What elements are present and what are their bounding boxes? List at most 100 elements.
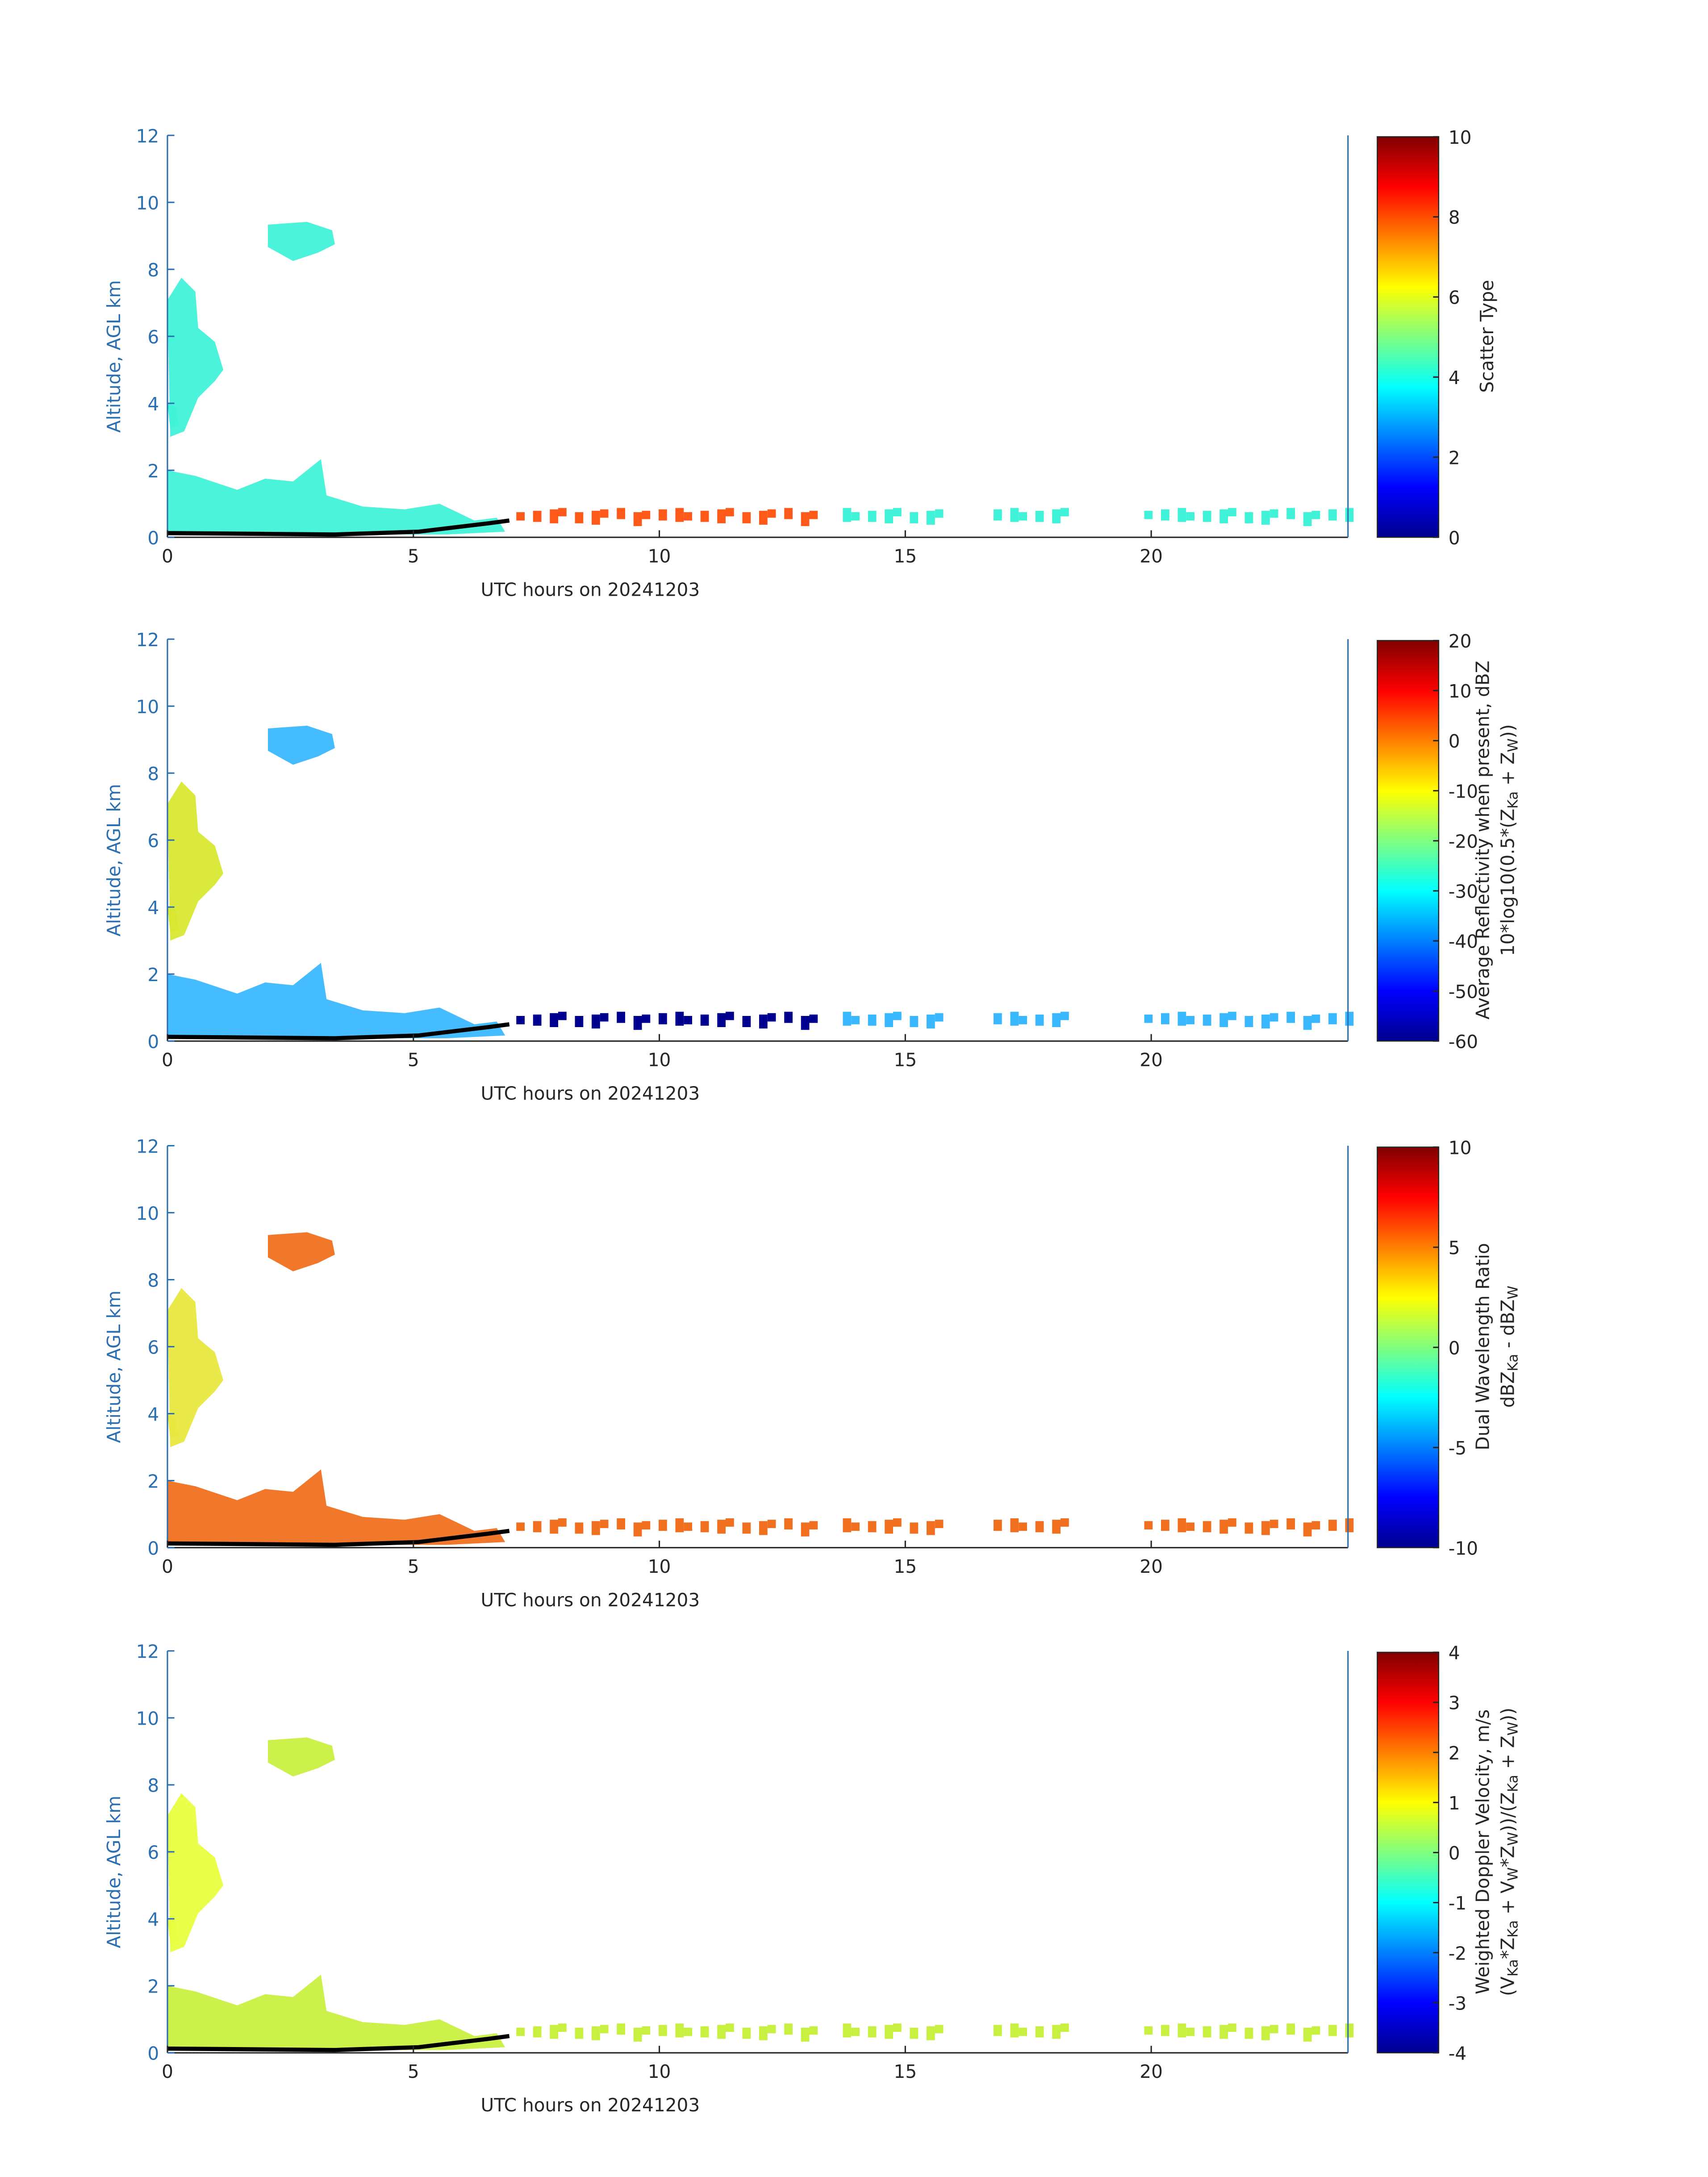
surface-line xyxy=(167,1529,510,1547)
echo xyxy=(167,963,505,1038)
echo xyxy=(617,1518,625,1529)
echo xyxy=(1061,2023,1069,2032)
echo xyxy=(927,1014,935,1029)
x-tick-label: 5 xyxy=(408,545,419,567)
y-tick-label: 6 xyxy=(147,326,159,348)
echo xyxy=(1186,1016,1194,1024)
colorbar-label-part: Average Reflectivity when present, dBZ xyxy=(1472,660,1493,1020)
echo xyxy=(1161,1013,1169,1024)
echo xyxy=(592,2026,600,2040)
echo xyxy=(1303,2027,1312,2042)
echo xyxy=(1203,2026,1211,2038)
echo xyxy=(592,1521,600,1535)
echo xyxy=(1052,1520,1061,1534)
echo xyxy=(1228,508,1236,517)
echo xyxy=(1161,2025,1169,2036)
surface-line xyxy=(167,1022,510,1040)
echo xyxy=(633,512,642,526)
colorbar-label-part: Ka xyxy=(1505,1959,1521,1976)
echo xyxy=(592,1014,600,1029)
x-tick-label: 0 xyxy=(162,2061,173,2082)
echo xyxy=(1061,508,1069,517)
echo xyxy=(1270,2025,1278,2034)
echo xyxy=(851,1016,860,1024)
echo xyxy=(1010,1011,1019,1026)
echo xyxy=(1261,1014,1270,1029)
echo xyxy=(1328,1013,1337,1024)
x-tick-label: 20 xyxy=(1140,545,1163,567)
echo xyxy=(893,508,902,517)
echo xyxy=(167,459,505,535)
colorbar-tick-label: 10 xyxy=(1449,127,1472,148)
surface-line xyxy=(167,2034,510,2052)
colorbar-tick-label: 2 xyxy=(1449,447,1460,468)
colorbar-label-part: Ka xyxy=(1505,1775,1521,1792)
echo xyxy=(1035,1521,1044,1533)
echo-field xyxy=(167,221,1354,537)
echo xyxy=(759,1014,768,1029)
y-tick-label: 10 xyxy=(136,1203,159,1224)
echo xyxy=(1219,1013,1228,1027)
echo xyxy=(767,1520,776,1528)
echo xyxy=(575,512,584,523)
echo xyxy=(1228,2023,1236,2032)
echo xyxy=(994,1013,1002,1024)
echo xyxy=(1178,1011,1186,1026)
echo xyxy=(1303,1016,1312,1030)
colorbar-label-part: + Z xyxy=(1497,1736,1519,1775)
echo xyxy=(717,1013,726,1027)
echo xyxy=(1244,1522,1253,1534)
echo xyxy=(600,1013,609,1022)
echo xyxy=(1286,1011,1295,1023)
echo xyxy=(1328,1520,1337,1531)
y-tick-label: 6 xyxy=(147,1842,159,1864)
y-tick-label: 8 xyxy=(147,1270,159,1291)
colorbar-label-part: + Z xyxy=(1497,752,1519,791)
echo xyxy=(742,2027,751,2039)
echo xyxy=(1311,1521,1320,1529)
colorbar-label-part: Ka xyxy=(1505,1920,1521,1938)
colorbar-tick-label: -10 xyxy=(1449,781,1478,802)
echo xyxy=(784,508,793,519)
x-tick-label: 0 xyxy=(162,545,173,567)
y-tick-label: 12 xyxy=(136,125,159,147)
echo xyxy=(843,2023,852,2038)
echo xyxy=(558,1518,567,1527)
y-tick-label: 8 xyxy=(147,763,159,785)
colorbar-label-part: W xyxy=(1505,1832,1521,1846)
echo xyxy=(167,1288,223,1447)
echo xyxy=(809,1014,818,1023)
echo xyxy=(533,1521,542,1533)
echo xyxy=(935,509,944,518)
echo xyxy=(843,1518,852,1533)
echo xyxy=(767,2025,776,2034)
colorbar-label-part: *Z xyxy=(1497,1938,1519,1959)
y-axis-label: Altitude, AGL km xyxy=(103,280,125,433)
echo xyxy=(268,221,335,261)
echo xyxy=(533,1014,542,1026)
echo xyxy=(1261,1521,1270,1535)
echo xyxy=(167,403,179,429)
x-tick-label: 10 xyxy=(648,1556,671,1577)
echo-field xyxy=(167,1737,1354,2052)
x-tick-label: 5 xyxy=(408,2061,419,2082)
echo xyxy=(1261,510,1270,525)
echo xyxy=(1219,1520,1228,1534)
colorbar-tick-label: -30 xyxy=(1449,881,1478,903)
echo xyxy=(1303,1522,1312,1537)
colorbar-tick-label: -4 xyxy=(1449,2043,1467,2064)
echo xyxy=(1228,1518,1236,1527)
x-tick-label: 10 xyxy=(648,2061,671,2082)
echo xyxy=(809,1521,818,1529)
echo xyxy=(910,2027,919,2039)
colorbar-label-part: W xyxy=(1505,1286,1521,1300)
echo xyxy=(759,1521,768,1535)
y-tick-label: 12 xyxy=(136,1641,159,1663)
colorbar-tick-label: -60 xyxy=(1449,1031,1478,1053)
echo xyxy=(1178,508,1186,522)
echo xyxy=(1035,2026,1044,2038)
echo xyxy=(1203,1014,1211,1026)
colorbar-tick-label: -2 xyxy=(1449,1943,1467,1964)
colorbar-label-part: Ka xyxy=(1505,1354,1521,1371)
